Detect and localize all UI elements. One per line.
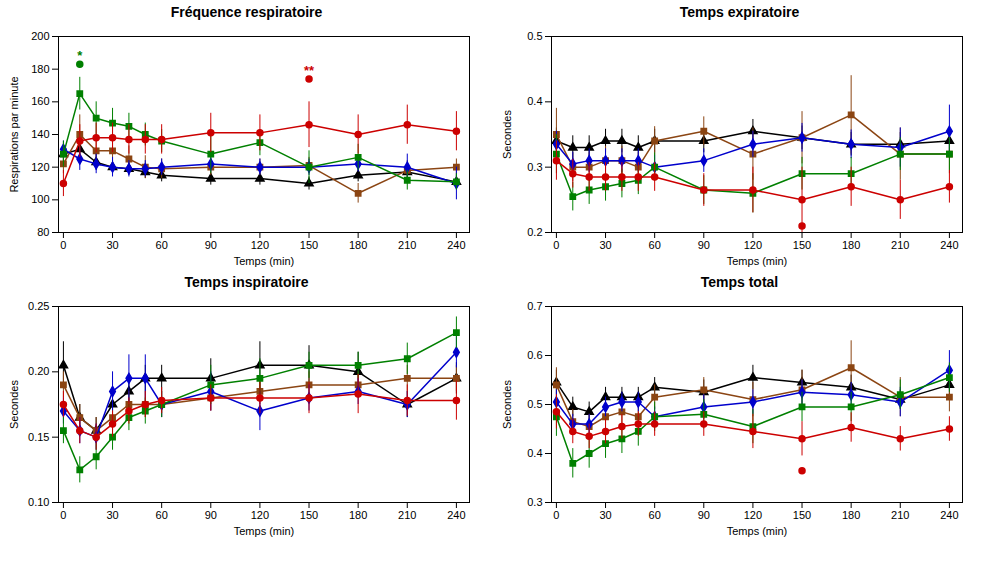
svg-text:30: 30 — [106, 509, 118, 521]
svg-text:240: 240 — [940, 239, 958, 251]
svg-text:0.4: 0.4 — [527, 95, 542, 107]
svg-text:180: 180 — [349, 239, 367, 251]
svg-text:180: 180 — [31, 63, 49, 75]
svg-text:80: 80 — [37, 226, 49, 238]
svg-text:0: 0 — [553, 239, 559, 251]
svg-text:0.3: 0.3 — [527, 496, 542, 508]
svg-text:0: 0 — [553, 509, 559, 521]
svg-text:120: 120 — [744, 509, 762, 521]
svg-text:60: 60 — [649, 239, 661, 251]
svg-text:120: 120 — [31, 161, 49, 173]
svg-text:150: 150 — [793, 239, 811, 251]
svg-text:Temps (min): Temps (min) — [727, 525, 788, 537]
svg-text:Secondes: Secondes — [8, 380, 20, 429]
svg-text:120: 120 — [251, 509, 269, 521]
html-text:Temps inspiratoire: Temps inspiratoire — [184, 274, 309, 290]
svg-text:210: 210 — [398, 509, 416, 521]
svg-text:60: 60 — [156, 239, 168, 251]
svg-text:Temps (min): Temps (min) — [234, 525, 295, 537]
svg-text:180: 180 — [349, 509, 367, 521]
svg-text:240: 240 — [940, 509, 958, 521]
svg-text:210: 210 — [891, 509, 909, 521]
html-text:Temps total: Temps total — [700, 274, 779, 290]
svg-text:180: 180 — [842, 239, 860, 251]
svg-text:90: 90 — [205, 239, 217, 251]
svg-text:30: 30 — [599, 239, 611, 251]
svg-text:240: 240 — [447, 239, 465, 251]
svg-text:210: 210 — [891, 239, 909, 251]
svg-text:30: 30 — [599, 509, 611, 521]
svg-text:240: 240 — [447, 509, 465, 521]
svg-text:0.6: 0.6 — [527, 349, 542, 361]
svg-text:Respirations par minute: Respirations par minute — [8, 76, 20, 192]
svg-text:Temps (min): Temps (min) — [727, 255, 788, 267]
svg-text:90: 90 — [698, 509, 710, 521]
svg-text:*: * — [77, 48, 83, 63]
svg-text:Temps (min): Temps (min) — [234, 255, 295, 267]
svg-text:0.10: 0.10 — [28, 496, 49, 508]
svg-text:30: 30 — [106, 239, 118, 251]
svg-text:150: 150 — [300, 239, 318, 251]
svg-text:0.20: 0.20 — [28, 365, 49, 377]
svg-text:210: 210 — [398, 239, 416, 251]
svg-text:90: 90 — [205, 509, 217, 521]
html-text:Fréquence respiratoire: Fréquence respiratoire — [170, 4, 323, 20]
svg-text:0: 0 — [60, 239, 66, 251]
svg-text:60: 60 — [156, 509, 168, 521]
svg-text:0.3: 0.3 — [527, 161, 542, 173]
svg-text:0.15: 0.15 — [28, 431, 49, 443]
svg-text:90: 90 — [698, 239, 710, 251]
svg-text:0.2: 0.2 — [527, 226, 542, 238]
svg-text:120: 120 — [744, 239, 762, 251]
svg-text:200: 200 — [31, 30, 49, 42]
svg-text:0.4: 0.4 — [527, 447, 542, 459]
svg-text:Secondes: Secondes — [501, 110, 513, 159]
svg-text:160: 160 — [31, 95, 49, 107]
svg-text:0.25: 0.25 — [28, 300, 49, 312]
svg-text:Secondes: Secondes — [501, 380, 513, 429]
svg-text:150: 150 — [300, 509, 318, 521]
svg-text:0.7: 0.7 — [527, 300, 542, 312]
svg-text:0.5: 0.5 — [527, 30, 542, 42]
svg-text:60: 60 — [649, 509, 661, 521]
svg-text:0: 0 — [60, 509, 66, 521]
svg-text:100: 100 — [31, 193, 49, 205]
svg-text:150: 150 — [793, 509, 811, 521]
html-text:Temps expiratoire: Temps expiratoire — [679, 4, 800, 20]
svg-text:**: ** — [304, 63, 315, 78]
svg-text:140: 140 — [31, 128, 49, 140]
svg-text:180: 180 — [842, 509, 860, 521]
svg-text:0.5: 0.5 — [527, 398, 542, 410]
svg-text:120: 120 — [251, 239, 269, 251]
